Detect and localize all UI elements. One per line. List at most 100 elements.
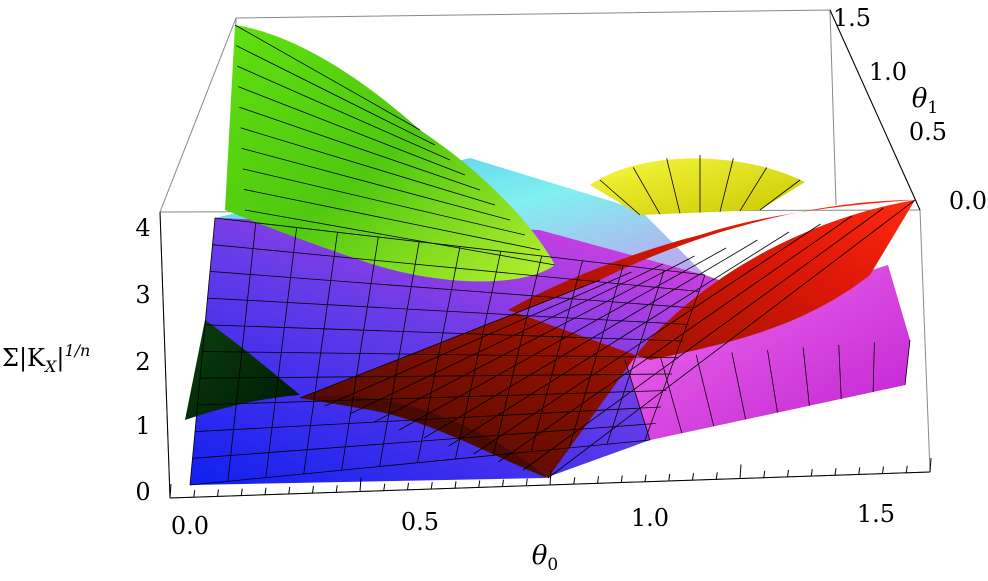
mesh-line bbox=[189, 439, 651, 486]
x-minor-tick bbox=[217, 489, 219, 497]
mesh-line bbox=[547, 199, 916, 479]
z-axis: 0 1 2 3 4 bbox=[135, 211, 171, 506]
mesh-line bbox=[904, 339, 911, 386]
z-tick-label: 1 bbox=[135, 412, 150, 440]
mesh-line bbox=[739, 167, 768, 212]
mesh-line bbox=[695, 354, 715, 427]
z-tick-label: 2 bbox=[135, 348, 150, 376]
mesh-line bbox=[242, 168, 526, 236]
surface-dark-green bbox=[185, 320, 300, 420]
mesh-line bbox=[599, 179, 641, 216]
x-axis-label: θ0 bbox=[532, 541, 558, 575]
x-minor-tick bbox=[359, 477, 362, 492]
mesh-line bbox=[204, 324, 684, 342]
y-axis-label: θ1 bbox=[912, 84, 938, 118]
x-minor-tick bbox=[929, 457, 932, 473]
mesh-line bbox=[767, 349, 778, 413]
x-minor-tick bbox=[288, 486, 291, 495]
x-minor-tick bbox=[858, 467, 861, 475]
x-minor-tick bbox=[787, 469, 789, 477]
x-minor-tick bbox=[549, 470, 552, 486]
x-minor-tick bbox=[763, 470, 766, 478]
x-minor-tick bbox=[430, 481, 433, 490]
mesh-line bbox=[243, 189, 541, 251]
mesh-line bbox=[498, 215, 853, 463]
x-axis: 0.0 0.5 1.0 1.5 θ0 bbox=[169, 457, 932, 575]
y-axis: 0.0 0.5 1.0 1.5 θ1 bbox=[829, 4, 987, 215]
mesh-line bbox=[209, 271, 695, 309]
mesh-line bbox=[299, 279, 601, 399]
mesh-line bbox=[423, 239, 758, 439]
x-minor-tick bbox=[454, 481, 457, 489]
x-minor-tick bbox=[668, 473, 671, 482]
mesh-line bbox=[872, 342, 875, 392]
mesh-line bbox=[349, 263, 664, 415]
mesh-line bbox=[802, 347, 810, 406]
x-minor-tick bbox=[692, 473, 694, 481]
mesh-line bbox=[399, 247, 727, 431]
z-axis-label: Σ|KX|1/n bbox=[2, 341, 90, 376]
mesh-line bbox=[237, 65, 451, 161]
mesh-line bbox=[473, 223, 821, 455]
mesh-line bbox=[192, 423, 656, 459]
mesh-line bbox=[374, 255, 695, 423]
mesh-line bbox=[194, 406, 662, 432]
x-minor-tick bbox=[739, 464, 742, 479]
y-tick-label: 1.0 bbox=[869, 58, 907, 86]
surface-green bbox=[225, 25, 555, 282]
x-tick-label: 1.0 bbox=[631, 504, 669, 532]
surface-red bbox=[300, 200, 915, 478]
z-tick-label: 3 bbox=[135, 281, 150, 309]
z-tick-label: 4 bbox=[135, 214, 150, 242]
z-tick-label: 0 bbox=[135, 478, 150, 506]
surface-yellow bbox=[590, 158, 805, 215]
x-minor-tick bbox=[573, 477, 576, 485]
x-minor-tick bbox=[335, 485, 338, 493]
x-minor-tick bbox=[502, 479, 504, 487]
x-minor-tick bbox=[264, 487, 267, 495]
x-minor-tick bbox=[715, 472, 718, 480]
mesh-line bbox=[624, 359, 651, 441]
mesh-line bbox=[759, 179, 801, 211]
mesh-line bbox=[239, 106, 481, 191]
x-minor-tick bbox=[597, 476, 599, 484]
x-minor-tick bbox=[905, 465, 908, 473]
mesh-line bbox=[522, 207, 884, 471]
mesh-line bbox=[632, 167, 661, 215]
mesh-line bbox=[214, 217, 706, 276]
mesh-line bbox=[324, 271, 632, 407]
mesh-line bbox=[666, 158, 681, 214]
mesh-line bbox=[212, 244, 700, 292]
x-minor-tick bbox=[882, 466, 884, 474]
x-minor-tick bbox=[525, 478, 528, 486]
mesh-line bbox=[719, 158, 734, 212]
x-minor-tick bbox=[644, 474, 647, 482]
mesh-line bbox=[197, 390, 667, 406]
x-minor-tick bbox=[478, 480, 481, 488]
mesh-line bbox=[238, 86, 466, 176]
mesh-line bbox=[235, 45, 436, 146]
mesh-line bbox=[202, 351, 678, 358]
x-minor-tick bbox=[312, 486, 314, 494]
mesh-line bbox=[241, 147, 511, 221]
mesh-line bbox=[731, 352, 747, 420]
x-minor-tick bbox=[383, 483, 386, 491]
y-tick-label: 0.0 bbox=[949, 187, 987, 215]
y-tick-label: 1.5 bbox=[833, 4, 871, 32]
x-minor-tick bbox=[620, 475, 623, 483]
x-minor-tick bbox=[834, 468, 837, 476]
x-tick-label: 1.5 bbox=[857, 500, 895, 528]
mesh-line bbox=[660, 357, 683, 434]
x-minor-tick bbox=[810, 468, 813, 477]
mesh-line bbox=[838, 344, 842, 399]
surface-mesh bbox=[189, 24, 916, 486]
x-tick-label: 0.5 bbox=[401, 508, 439, 536]
mesh-line bbox=[448, 231, 790, 447]
mesh-line bbox=[240, 127, 496, 206]
x-minor-tick bbox=[407, 482, 409, 490]
mesh-line bbox=[244, 209, 556, 266]
x-tick-label: 0.0 bbox=[171, 512, 209, 540]
mesh-line bbox=[207, 297, 689, 325]
mesh-line bbox=[234, 24, 421, 131]
